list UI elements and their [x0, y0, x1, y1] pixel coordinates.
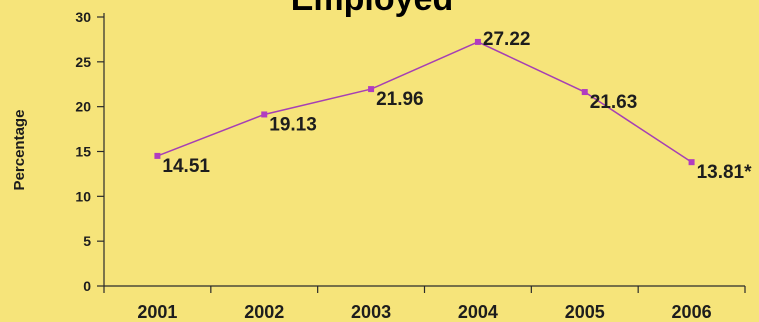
y-tick-label: 0: [83, 278, 91, 294]
x-tick-label: 2005: [565, 302, 605, 322]
data-label: 21.63: [590, 92, 638, 113]
x-tick-label: 2006: [672, 302, 712, 322]
y-tick-label: 10: [75, 188, 91, 204]
y-tick-label: 25: [75, 54, 91, 70]
axes: [103, 13, 745, 287]
series-line: [157, 41, 692, 163]
x-tick-label: 2004: [458, 302, 498, 322]
data-point-marker: [688, 159, 695, 166]
y-axis-ticks: 0 5 10 15 20 25 30: [75, 9, 104, 294]
data-point-marker: [368, 86, 375, 93]
data-point-marker: [261, 111, 268, 118]
chart-title: Employed: [291, 0, 453, 18]
data-label: 21.96: [376, 89, 424, 110]
x-tick-label: 2003: [351, 302, 391, 322]
data-label: 27.22: [483, 29, 531, 50]
y-tick-label: 20: [75, 99, 91, 115]
data-label: 19.13: [269, 114, 317, 135]
data-point-marker: [581, 89, 588, 96]
y-axis-label: Percentage: [11, 110, 28, 191]
y-tick-label: 5: [83, 233, 91, 249]
data-point-marker: [474, 38, 481, 45]
data-label: 14.51: [162, 156, 210, 177]
data-labels: 14.51 19.13 21.96 27.22 21.63 13.81*: [162, 29, 752, 183]
x-axis-ticks: 2001 2002 2003 2004 2005 2006: [103, 286, 746, 322]
series-line-path: [157, 41, 692, 163]
data-point-marker: [154, 152, 161, 159]
y-tick-label: 30: [75, 9, 91, 25]
x-tick-label: 2001: [137, 302, 177, 322]
data-label: 13.81*: [697, 162, 753, 183]
x-tick-label: 2002: [244, 302, 284, 322]
y-tick-label: 15: [75, 144, 91, 160]
series-markers: [154, 38, 695, 166]
